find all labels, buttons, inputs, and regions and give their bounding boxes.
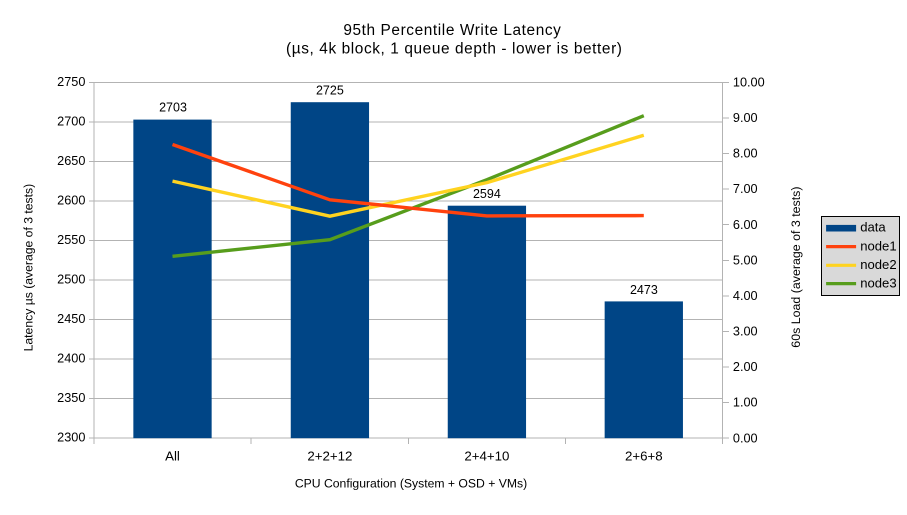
- svg-text:2700: 2700: [57, 114, 85, 128]
- svg-text:95th Percentile Write Latency: 95th Percentile Write Latency: [343, 22, 561, 39]
- svg-text:2550: 2550: [57, 233, 85, 247]
- svg-text:Latency µs (average of 3 tests: Latency µs (average of 3 tests): [22, 184, 36, 352]
- svg-text:node1: node1: [860, 238, 896, 253]
- svg-text:6.00: 6.00: [733, 218, 758, 232]
- svg-text:7.00: 7.00: [733, 182, 758, 196]
- svg-text:2725: 2725: [316, 84, 344, 98]
- svg-text:2350: 2350: [57, 391, 85, 405]
- svg-text:2500: 2500: [57, 273, 85, 287]
- svg-text:2300: 2300: [57, 431, 85, 445]
- svg-text:2473: 2473: [630, 283, 658, 297]
- svg-text:1.00: 1.00: [733, 396, 758, 410]
- svg-text:10.00: 10.00: [733, 76, 765, 90]
- svg-text:2.00: 2.00: [733, 360, 758, 374]
- svg-text:0.00: 0.00: [733, 431, 758, 445]
- svg-text:9.00: 9.00: [733, 111, 758, 125]
- svg-text:8.00: 8.00: [733, 147, 758, 161]
- svg-text:4.00: 4.00: [733, 289, 758, 303]
- svg-text:5.00: 5.00: [733, 253, 758, 267]
- svg-text:60s Load (average of 3 tests): 60s Load (average of 3 tests): [789, 187, 803, 348]
- svg-text:2+6+8: 2+6+8: [625, 449, 663, 464]
- svg-text:(µs, 4k block, 1 queue depth -: (µs, 4k block, 1 queue depth - lower is …: [286, 40, 622, 57]
- svg-text:2450: 2450: [57, 312, 85, 326]
- svg-text:All: All: [165, 449, 180, 464]
- svg-text:2650: 2650: [57, 154, 85, 168]
- svg-text:2400: 2400: [57, 352, 85, 366]
- svg-text:node2: node2: [860, 257, 896, 272]
- svg-text:2+4+10: 2+4+10: [464, 449, 509, 464]
- svg-text:CPU Configuration (System + OS: CPU Configuration (System + OSD + VMs): [295, 476, 527, 490]
- svg-text:3.00: 3.00: [733, 325, 758, 339]
- svg-text:data: data: [860, 220, 886, 235]
- svg-text:2703: 2703: [159, 100, 187, 114]
- svg-text:2600: 2600: [57, 194, 85, 208]
- svg-text:node3: node3: [860, 276, 896, 291]
- svg-text:2594: 2594: [473, 187, 501, 201]
- svg-text:2750: 2750: [57, 75, 85, 89]
- svg-text:2+2+12: 2+2+12: [307, 449, 352, 464]
